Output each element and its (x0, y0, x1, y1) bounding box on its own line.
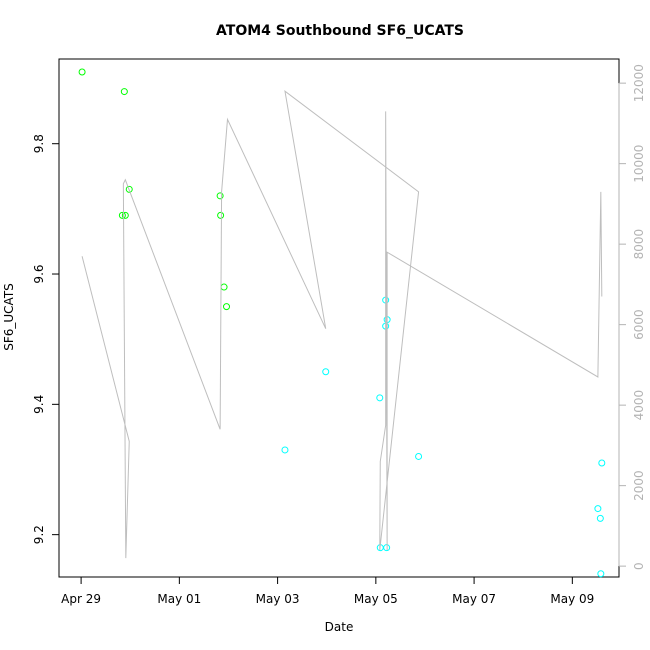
y2-tick-label: 12000 (632, 64, 646, 102)
series-line (81, 90, 603, 559)
y2-tick-label: 8000 (632, 229, 646, 260)
x-tick-label: May 05 (354, 592, 398, 606)
plot-frame (58, 58, 620, 578)
y-tick-label: 9.2 (32, 525, 46, 544)
data-point (597, 570, 605, 578)
data-point (217, 211, 225, 219)
data-point (78, 68, 86, 76)
series-layer (78, 68, 606, 578)
y2-tick-label: 6000 (632, 309, 646, 340)
data-point (598, 459, 606, 467)
x-tick-label: May 01 (157, 592, 201, 606)
data-point (223, 303, 231, 311)
y-axis-right: 0 2000 4000 6000 8000 10000 12000 (618, 64, 646, 570)
data-point (322, 368, 330, 376)
x-axis: Apr 29 May 01 May 03 May 05 May 07 May 09 (61, 576, 594, 606)
data-point (594, 505, 602, 513)
x-tick-label: May 03 (256, 592, 300, 606)
chart-title: ATOM4 Southbound SF6_UCATS (216, 23, 464, 39)
y-axis-label: SF6_UCATS (2, 283, 16, 351)
x-tick-label: May 09 (550, 592, 594, 606)
data-point (120, 88, 128, 96)
x-tick-label: May 07 (452, 592, 496, 606)
data-point (220, 283, 228, 291)
y-tick-label: 9.6 (32, 264, 46, 283)
y-tick-label: 9.8 (32, 134, 46, 153)
y2-tick-label: 0 (632, 562, 646, 570)
x-axis-label: Date (325, 620, 354, 634)
y2-tick-label: 10000 (632, 145, 646, 183)
data-point (216, 192, 224, 200)
data-point (125, 185, 133, 193)
data-point (281, 446, 289, 454)
y-axis-left: 9.2 9.4 9.6 9.8 (32, 134, 60, 544)
data-point (415, 452, 423, 460)
data-point (121, 211, 129, 219)
y2-tick-label: 4000 (632, 390, 646, 421)
data-point (596, 514, 604, 522)
y2-tick-label: 2000 (632, 470, 646, 501)
y-tick-label: 9.4 (32, 395, 46, 414)
x-tick-label: Apr 29 (61, 592, 101, 606)
data-point (376, 394, 384, 402)
data-point (118, 211, 126, 219)
